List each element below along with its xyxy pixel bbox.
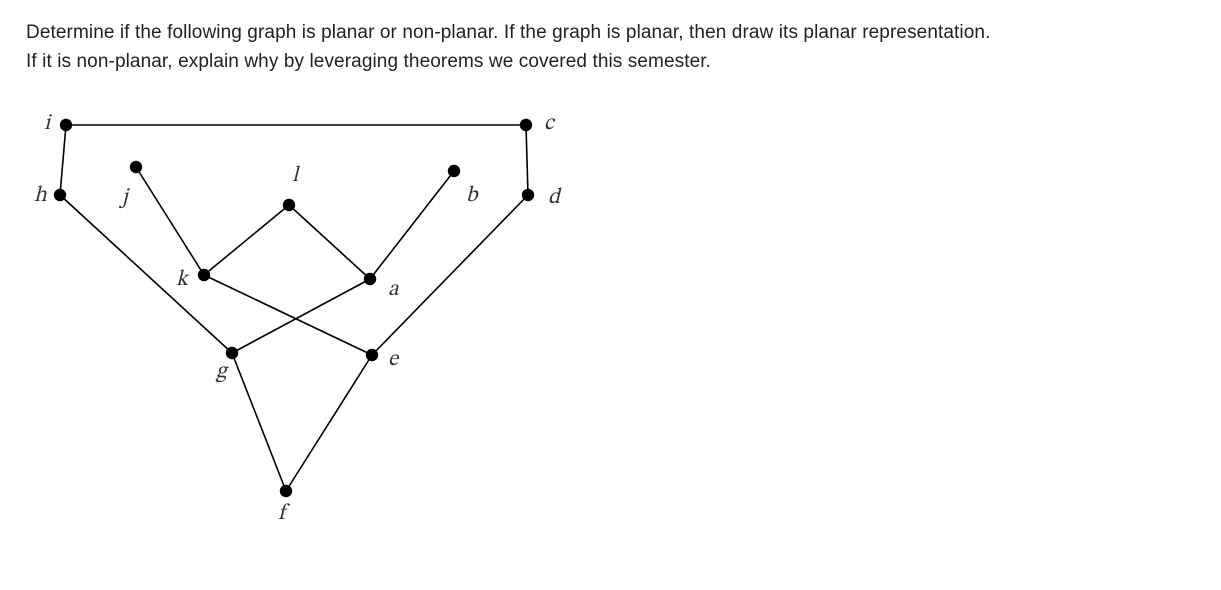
node-l <box>283 199 295 211</box>
edge-e-f <box>286 355 372 491</box>
edge-b-a <box>370 171 454 279</box>
node-label-f: f <box>278 503 291 525</box>
prompt-line-2: If it is non-planar, explain why by leve… <box>26 51 711 72</box>
edge-a-g <box>232 279 370 353</box>
edge-i-h <box>60 125 66 195</box>
edge-d-e <box>372 195 528 355</box>
node-label-a: a <box>388 279 399 301</box>
node-label-j: j <box>118 187 130 209</box>
graph-figure: i c h j l b d k a g e f <box>26 95 586 565</box>
graph-svg: i c h j l b d k a g e f <box>26 95 586 565</box>
node-label-h: h <box>34 185 47 207</box>
question-prompt: Determine if the following graph is plan… <box>26 18 1195 77</box>
node-h <box>54 189 66 201</box>
node-a <box>364 273 376 285</box>
node-b <box>448 165 460 177</box>
node-d <box>522 189 534 201</box>
edge-k-l <box>204 205 289 275</box>
node-g <box>226 347 238 359</box>
node-label-e: e <box>388 349 400 371</box>
edge-c-d <box>526 125 528 195</box>
node-label-b: b <box>466 185 479 207</box>
edge-k-e <box>204 275 372 355</box>
node-c <box>520 119 532 131</box>
node-label-k: k <box>176 269 190 291</box>
node-label-g: g <box>215 361 229 383</box>
node-label-l: l <box>292 165 300 187</box>
node-label-c: c <box>544 113 556 135</box>
prompt-line-1: Determine if the following graph is plan… <box>26 22 990 43</box>
edge-j-k <box>136 167 204 275</box>
node-j <box>130 161 142 173</box>
node-label-i: i <box>44 113 52 135</box>
node-e <box>366 349 378 361</box>
edge-l-a <box>289 205 370 279</box>
edge-g-f <box>232 353 286 491</box>
node-label-d: d <box>548 187 562 209</box>
node-i <box>60 119 72 131</box>
node-k <box>198 269 210 281</box>
node-f <box>280 485 292 497</box>
